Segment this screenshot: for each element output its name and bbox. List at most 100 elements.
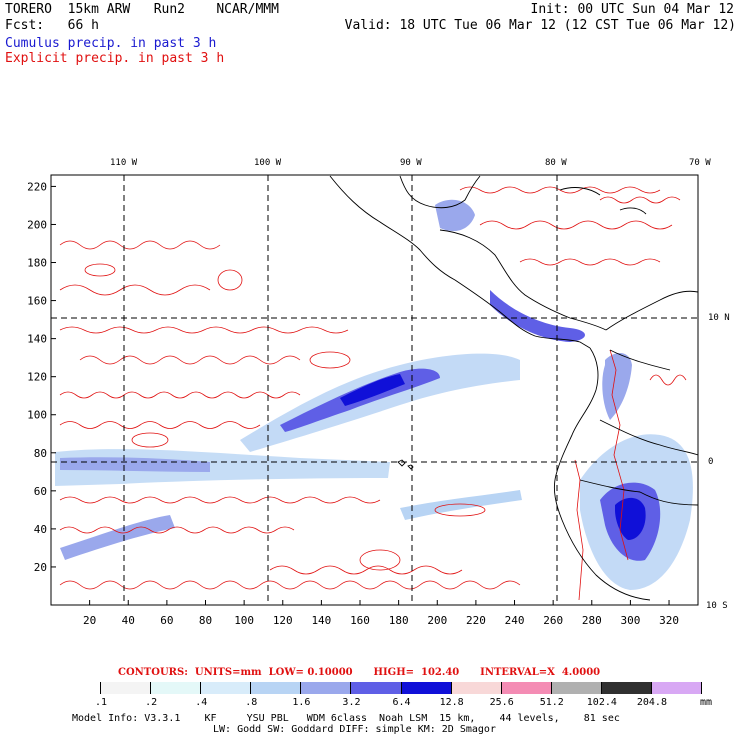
colorbar-label: .1 — [95, 697, 108, 708]
x-tick-label: 220 — [466, 614, 486, 627]
colorbar-label: 3.2 — [342, 697, 361, 708]
contour-cell-1 — [309, 351, 351, 369]
contour-lines-mid — [59, 391, 381, 504]
x-tick-label: 280 — [582, 614, 602, 627]
y-tick-label: 20 — [34, 561, 47, 574]
explicit-precip-label: Explicit precip. in past 3 h — [5, 51, 225, 66]
y-tick-label: 40 — [34, 523, 47, 536]
y-tick-label: 180 — [27, 257, 47, 270]
contour-cell-2 — [131, 432, 169, 448]
x-tick-label: 120 — [273, 614, 293, 627]
colorbar-swatch — [101, 682, 152, 694]
colorbar-swatch — [251, 682, 302, 694]
contour-cell-6 — [217, 269, 243, 291]
lon-label-90w: 90 W — [400, 158, 422, 168]
coastline-south-america-north — [605, 290, 698, 331]
precip-band-central-max — [340, 374, 405, 406]
contour-lines-andes — [574, 349, 687, 601]
x-tick-label: 200 — [427, 614, 447, 627]
lon-label-100w: 100 W — [254, 158, 282, 168]
colorbar-label: .8 — [245, 697, 258, 708]
x-tick-label: 160 — [350, 614, 370, 627]
colorbar-label: 25.6 — [489, 697, 514, 708]
colorbar-label: 51.2 — [539, 697, 564, 708]
x-tick-label: 300 — [620, 614, 640, 627]
contour-cell-3 — [434, 503, 486, 517]
coastline-caribbean-islands — [559, 187, 647, 215]
colorbar-label: 204.8 — [636, 697, 667, 708]
y-tick-label: 220 — [27, 180, 47, 193]
precip-colombia — [602, 353, 632, 420]
colorbar-label: .2 — [145, 697, 158, 708]
lat-label-10s: 10 S — [706, 601, 728, 611]
header-line1-right: Init: 00 UTC Sun 04 Mar 12 — [530, 2, 735, 17]
cumulus-precip-label: Cumulus precip. in past 3 h — [5, 36, 217, 51]
x-tick-label: 80 — [199, 614, 212, 627]
colorbar-swatch — [301, 682, 352, 694]
x-tick-label: 40 — [122, 614, 135, 627]
colorbar-swatch — [551, 682, 602, 694]
contour-lines-north — [59, 240, 349, 365]
precip-band-southcentral — [400, 490, 522, 520]
colorbar-swatch — [651, 682, 702, 694]
contour-lines-south — [59, 526, 521, 590]
x-tick-label: 180 — [389, 614, 409, 627]
coastline-mexico-central-america — [329, 175, 591, 349]
y-tick-label: 80 — [34, 447, 47, 460]
lat-label-0: 0 — [708, 457, 714, 467]
header-line2-right: Valid: 18 UTC Tue 06 Mar 12 (12 CST Tue … — [344, 18, 736, 33]
colorbar-label: 1.6 — [292, 697, 311, 708]
coastline-yucatan-gulf — [399, 175, 481, 209]
contour-cell-4 — [359, 549, 401, 571]
colorbar-swatch — [451, 682, 502, 694]
header-line1-left: TORERO 15km ARW Run2 NCAR/MMM — [5, 2, 279, 17]
precipitation-map: 220 200 180 160 140 120 100 80 60 40 20 20 40 60 80 10… — [27, 174, 699, 627]
colorbar-swatch — [501, 682, 552, 694]
x-axis: 20 40 60 80 100 120 140 160 180 200 220 240 260 280 30… — [83, 600, 679, 627]
lon-label-70w: 70 W — [689, 158, 711, 168]
colorbar-swatch — [201, 682, 252, 694]
colorbar-label: 6.4 — [392, 697, 411, 708]
colorbar-swatch — [601, 682, 652, 694]
map-frame — [50, 174, 699, 606]
x-tick-label: 260 — [543, 614, 563, 627]
precip-amazon-max — [615, 497, 646, 540]
y-tick-label: 100 — [27, 409, 47, 422]
header-line2-left: Fcst: 66 h — [5, 18, 99, 33]
precip-central-america — [490, 290, 585, 342]
country-borders — [579, 349, 698, 506]
precip-shading — [55, 199, 693, 590]
coastlines — [329, 175, 698, 601]
y-tick-label: 160 — [27, 295, 47, 308]
y-tick-label: 60 — [34, 485, 47, 498]
model-info-line1: Model Info: V3.3.1 KF YSU PBL WDM 6class… — [72, 713, 620, 724]
colorbar-swatch — [51, 682, 102, 694]
lat-lon-grid — [51, 175, 698, 605]
x-tick-label: 60 — [160, 614, 173, 627]
colorbar-swatch — [401, 682, 452, 694]
contour-cell-5 — [84, 263, 116, 277]
coastline-central-america-north — [439, 229, 607, 331]
galapagos — [397, 459, 414, 470]
y-tick-label: 140 — [27, 333, 47, 346]
x-tick-label: 20 — [83, 614, 96, 627]
colorbar-swatch — [151, 682, 202, 694]
y-axis: 220 200 180 160 140 120 100 80 60 40 20 — [27, 180, 56, 574]
colorbar-label: 12.8 — [439, 697, 464, 708]
precip-band-itcz-core — [60, 457, 210, 472]
model-info-line2: LW: Godd SW: Goddard DIFF: simple KM: 2D… — [213, 724, 496, 735]
colorbar-swatch — [351, 682, 402, 694]
x-tick-label: 140 — [311, 614, 331, 627]
lon-label-80w: 80 W — [545, 158, 567, 168]
contours-info: CONTOURS: UNITS=mm LOW= 0.10000 HIGH= 10… — [118, 667, 601, 678]
precip-band-central — [240, 353, 520, 452]
colorbar-label: .4 — [195, 697, 208, 708]
lon-label-110w: 110 W — [110, 158, 138, 168]
colorbar-unit: mm — [700, 697, 713, 708]
x-tick-label: 100 — [234, 614, 254, 627]
y-tick-label: 120 — [27, 371, 47, 384]
precip-band-south — [60, 515, 175, 560]
colorbar-label: 102.4 — [586, 697, 617, 708]
coastline-south-america-west — [553, 347, 651, 601]
x-tick-label: 240 — [505, 614, 525, 627]
